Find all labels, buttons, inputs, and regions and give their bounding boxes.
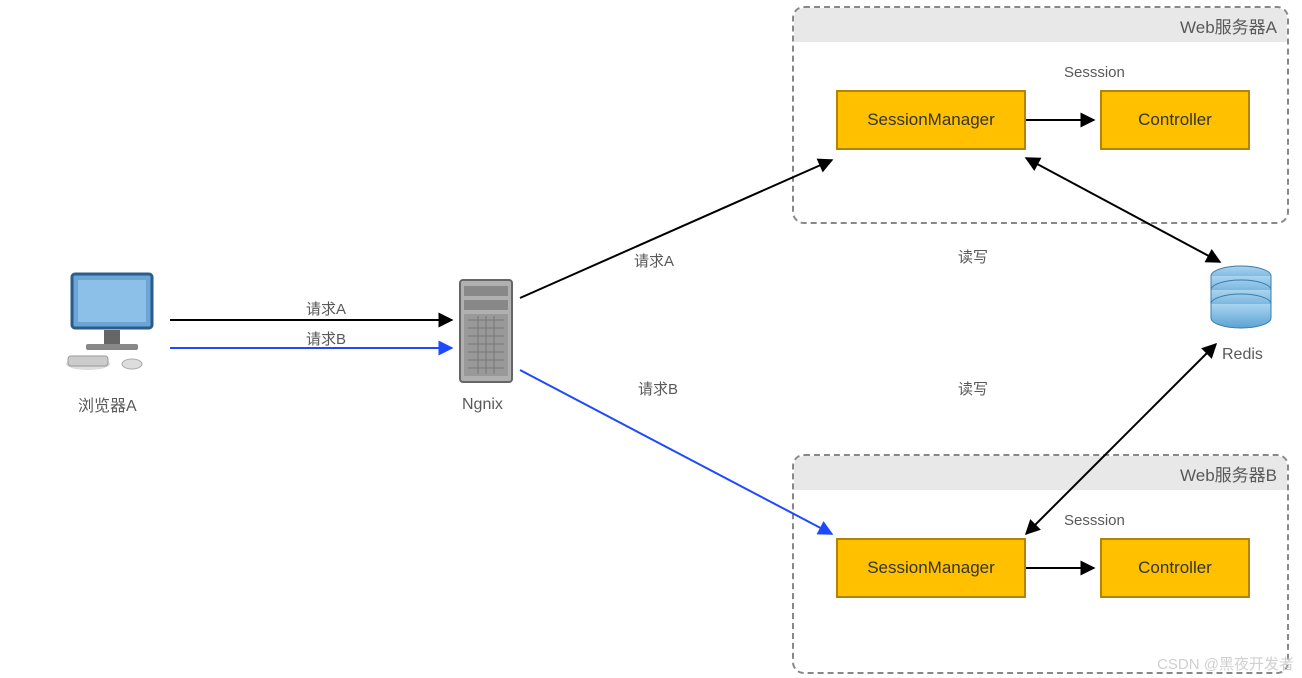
controller-a: Controller [1100,90,1250,150]
web-server-a-title: Web服务器A [794,8,1287,42]
web-server-b-title: Web服务器B [794,456,1287,490]
label-req-b-1: 请求B [306,328,346,349]
label-req-a-2: 请求A [634,250,674,271]
web-server-a-container: Web服务器A Sesssion SessionManager Controll… [792,6,1289,224]
redis-label: Redis [1222,346,1263,364]
browser-node [60,268,170,383]
session-manager-a: SessionManager [836,90,1026,150]
session-manager-b: SessionManager [836,538,1026,598]
browser-label: 浏览器A [78,392,137,416]
session-manager-b-label: SessionManager [867,558,995,578]
nginx-node [456,278,516,393]
web-server-b-container: Web服务器B Sesssion SessionManager Controll… [792,454,1289,674]
label-req-a-1: 请求A [306,298,346,319]
label-req-b-2: 请求B [638,378,678,399]
database-icon [1206,264,1276,334]
watermark: CSDN @黑夜开发者 [1157,653,1294,674]
controller-b: Controller [1100,538,1250,598]
server-icon [456,278,516,388]
edge-req-a-2 [520,160,832,298]
session-manager-a-label: SessionManager [867,110,995,130]
nginx-label: Ngnix [462,396,503,414]
session-label-b: Sesssion [1064,512,1125,529]
redis-node [1206,264,1276,339]
label-rw-b: 读写 [958,378,988,399]
controller-a-label: Controller [1138,110,1212,130]
computer-icon [60,268,170,378]
session-label-a: Sesssion [1064,64,1125,81]
controller-b-label: Controller [1138,558,1212,578]
label-rw-a: 读写 [958,246,988,267]
